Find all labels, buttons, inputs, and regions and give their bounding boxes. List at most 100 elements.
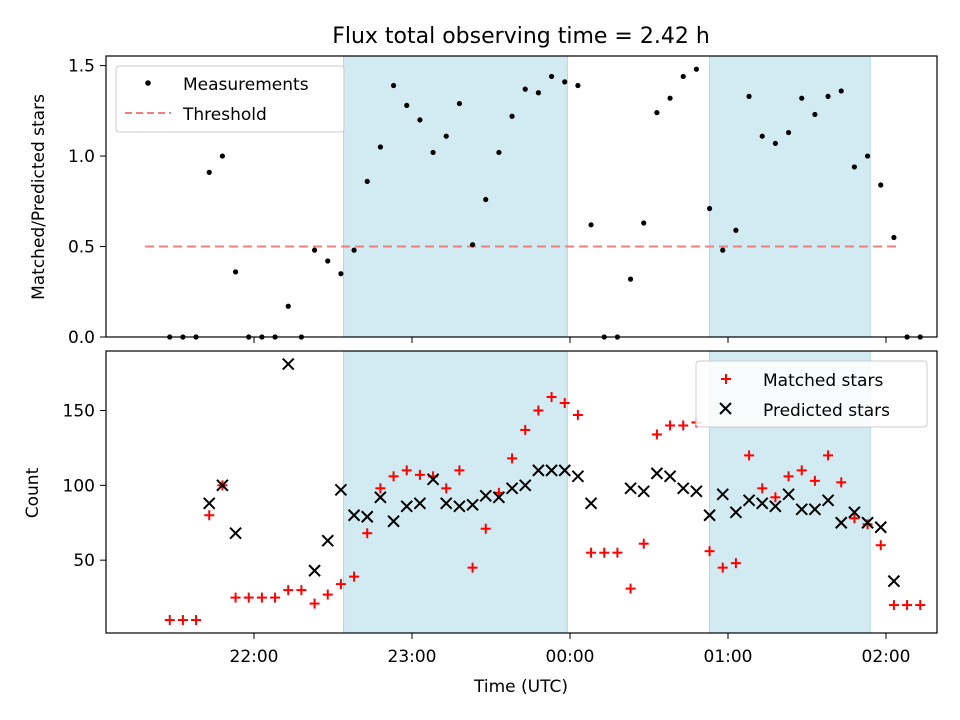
predicted-star-point — [400, 500, 413, 513]
predicted-star-point — [479, 489, 492, 503]
measurement-point — [325, 258, 331, 264]
predicted-star-point — [374, 491, 387, 504]
matched-star-point — [796, 465, 807, 476]
x-tick-label: 22:00 — [230, 647, 279, 667]
measurement-point — [496, 149, 502, 156]
matched-star-point — [296, 585, 307, 596]
measurement-point — [864, 153, 871, 159]
matched-star-point — [902, 600, 913, 611]
matched-star-point — [164, 615, 175, 626]
measurement-point — [851, 164, 858, 170]
measurement-point — [522, 86, 528, 92]
matched-star-point — [362, 528, 373, 539]
predicted-star-point — [808, 503, 822, 516]
predicted-star-point — [361, 510, 374, 523]
bottom-x-ticks: 22:00 23:00 00:00 01:00 02:00 — [230, 633, 911, 667]
legend-measurements-label: Measurements — [183, 75, 309, 95]
predicted-star-point — [519, 479, 532, 492]
matched-star-point — [744, 450, 755, 461]
matched-star-point — [849, 513, 860, 524]
y-tick-label: 100 — [63, 476, 95, 496]
matched-star-point — [177, 615, 188, 626]
matched-star-point — [322, 589, 333, 600]
measurement-point — [812, 111, 818, 118]
matched-star-point — [480, 523, 491, 534]
predicted-star-point — [756, 497, 769, 510]
matched-star-point — [730, 558, 741, 569]
matched-star-point — [783, 471, 794, 482]
measurement-point — [627, 276, 634, 282]
predicted-star-point — [874, 521, 887, 534]
predicted-star-point — [742, 494, 756, 507]
measurement-point — [351, 247, 357, 253]
matched-star-point — [546, 392, 557, 403]
matched-star-point — [809, 475, 820, 486]
predicted-star-point — [492, 491, 506, 504]
measurement-point — [417, 117, 423, 123]
predicted-star-point — [453, 500, 466, 513]
measurement-point — [456, 100, 462, 107]
y-tick-label: 1.0 — [68, 147, 95, 167]
predicted-star-point — [624, 482, 637, 495]
measurement-point — [838, 88, 844, 94]
predicted-star-point — [729, 506, 743, 519]
matched-star-point — [204, 510, 215, 521]
measurement-point — [891, 234, 897, 241]
predicted-star-point — [466, 498, 479, 511]
matched-star-point — [717, 562, 728, 573]
predicted-star-point — [650, 467, 664, 480]
y-tick-label: 1.5 — [68, 57, 95, 77]
legend-threshold-label: Threshold — [182, 105, 267, 125]
matched-star-point — [191, 615, 202, 626]
matched-star-point — [230, 592, 241, 603]
measurement-point — [548, 73, 555, 80]
matched-star-point — [375, 483, 386, 494]
measurement-point — [285, 303, 291, 309]
matched-star-point — [612, 547, 623, 558]
measurement-point — [232, 269, 239, 275]
measurement-point — [654, 110, 660, 116]
bottom-axes-frame — [105, 350, 938, 634]
y-tick-label: 50 — [73, 551, 95, 571]
measurement-point — [338, 271, 344, 277]
matched-star-point — [507, 453, 518, 464]
measurement-point — [799, 95, 805, 101]
predicted-star-point — [887, 574, 901, 588]
measurement-point — [706, 205, 713, 212]
matched-star-point — [770, 492, 781, 503]
matched-star-point — [665, 420, 676, 431]
chart-title: Flux total observing time = 2.42 h — [332, 24, 710, 49]
measurement-point — [733, 227, 739, 233]
predicted-star-point — [835, 516, 848, 529]
x-tick-label: 02:00 — [862, 647, 911, 667]
matched-star-point — [823, 450, 834, 461]
matched-star-point — [414, 469, 425, 480]
legend-matched-marker — [721, 374, 731, 384]
predicted-star-point — [703, 509, 716, 522]
legend-matched-label: Matched stars — [763, 371, 883, 391]
matched-star-point — [875, 540, 886, 551]
x-tick-label: 01:00 — [704, 647, 753, 667]
matched-star-point — [388, 471, 399, 482]
predicted-star-point — [216, 479, 229, 492]
matched-star-point — [586, 547, 597, 558]
matched-star-point — [678, 420, 689, 431]
matched-star-point — [454, 465, 465, 476]
predicted-star-point — [532, 464, 545, 477]
measurement-point — [759, 133, 765, 139]
x-tick-label: 00:00 — [546, 647, 595, 667]
measurement-point — [667, 95, 673, 101]
predicted-star-point — [334, 483, 348, 497]
measurement-point — [785, 129, 792, 136]
predicted-star-point — [321, 534, 334, 547]
measurement-point — [535, 90, 542, 96]
matched-star-point — [270, 592, 281, 603]
top-plot-panel: 0.0 0.5 1.0 1.5 Flux total observing time =… — [29, 24, 938, 348]
matched-star-point — [243, 592, 254, 603]
predicted-star-point — [861, 516, 874, 529]
predicted-star-point — [505, 482, 519, 495]
predicted-star-point — [571, 470, 585, 483]
predicted-star-point — [413, 497, 427, 510]
measurement-point — [311, 247, 318, 253]
measurement-point — [509, 113, 515, 119]
